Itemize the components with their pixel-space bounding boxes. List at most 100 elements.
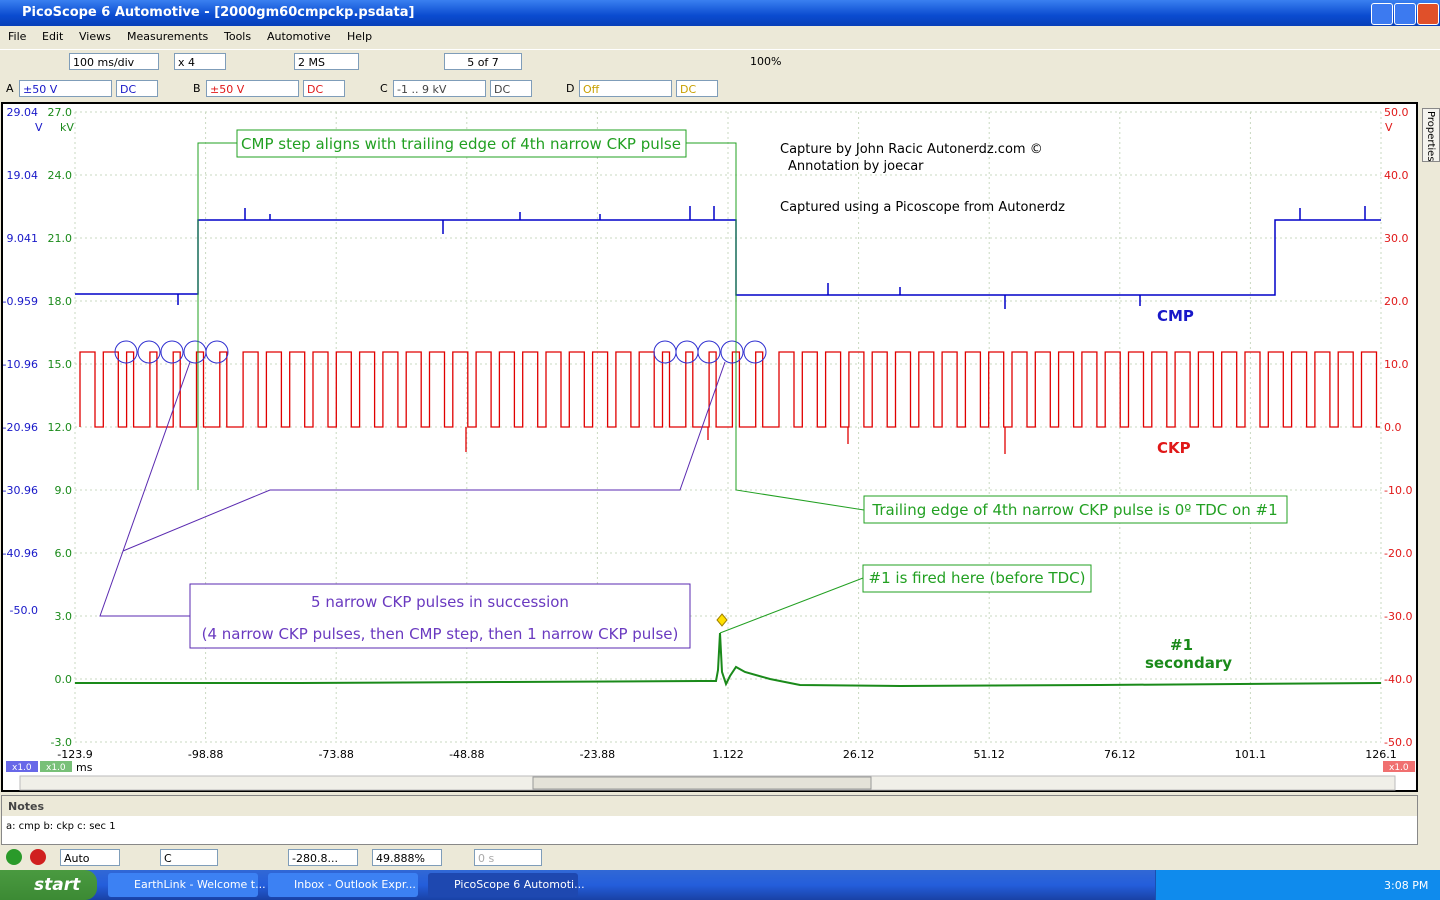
channel-bar: A ±50 V DC B ±50 V DC C -1 .. 9 kV DC D Off DC <box>0 77 1440 101</box>
right-tick-label: -50.0 <box>1384 736 1412 749</box>
b-tick-label: 21.0 <box>48 232 73 245</box>
delay[interactable]: 0 s <box>474 849 542 866</box>
start-button[interactable]: start <box>0 870 97 900</box>
trigger-mode[interactable]: Auto <box>60 849 120 866</box>
scope-frame <box>1 102 1418 792</box>
ckp-trace <box>79 351 1380 454</box>
right-tick-label: 30.0 <box>1384 232 1409 245</box>
task-button[interactable]: Inbox - Outlook Expr... <box>268 873 418 897</box>
channel-coupling[interactable]: DC <box>490 80 532 97</box>
scale: x1.0 <box>1389 763 1409 773</box>
zoom[interactable]: x 4 <box>174 53 226 70</box>
secondary-trace <box>75 632 1382 688</box>
right-tick-label: 40.0 <box>1384 169 1409 182</box>
channel-range[interactable]: -1 .. 9 kV <box>393 80 486 97</box>
trigger-level[interactable]: -280.8... <box>288 849 358 866</box>
buffer[interactable]: 5 of 7 <box>444 53 522 70</box>
b-tick-label: 18.0 <box>48 295 73 308</box>
bottom-toolbar: Auto C -280.8... 49.888% 0 s <box>0 846 1440 870</box>
channel-range[interactable]: ±50 V <box>19 80 112 97</box>
credit: Annotation by joecar <box>788 159 924 174</box>
notes-text[interactable]: a: cmp b: ckp c: sec 1 <box>6 821 116 832</box>
toolbar: 100 ms/div x 4 2 MS 5 of 7 100% <box>0 49 1440 76</box>
right-tick-label: -30.0 <box>1384 610 1412 623</box>
tray <box>1155 870 1440 900</box>
trace-label: #1 <box>1170 636 1193 654</box>
zoom-percent[interactable]: 100% <box>750 55 782 68</box>
samples[interactable]: 2 MS <box>294 53 359 70</box>
b-tick-label: 24.0 <box>48 169 73 182</box>
annotation: (4 narrow CKP pulses, then CMP step, the… <box>202 625 679 643</box>
annotation: #1 is fired here (before TDC) <box>869 569 1086 587</box>
minimize[interactable] <box>1371 3 1393 25</box>
channel-coupling[interactable]: DC <box>303 80 345 97</box>
x-tick-label: 1.122 <box>712 748 744 761</box>
credit: Captured using a Picoscope from Autonerd… <box>780 200 1065 215</box>
menu-item[interactable]: Edit <box>42 30 64 43</box>
b-tick-label: 27.0 <box>48 106 73 119</box>
pre-trigger[interactable]: 49.888% <box>372 849 442 866</box>
close[interactable] <box>1417 3 1439 25</box>
b-tick-label: 0.0 <box>55 673 73 686</box>
x-tick-label: -98.88 <box>188 748 223 761</box>
maximize[interactable] <box>1394 3 1416 25</box>
x-tick-label: -23.88 <box>580 748 615 761</box>
a-tick-label: 9.041 <box>7 232 39 245</box>
annotation: Trailing edge of 4th narrow CKP pulse is… <box>871 501 1277 519</box>
x-tick-label: -123.9 <box>57 748 92 761</box>
x-tick-label: 76.12 <box>1104 748 1136 761</box>
channel-letter: C <box>380 82 388 95</box>
stop[interactable] <box>30 849 46 865</box>
run[interactable] <box>6 849 22 865</box>
annotation: CMP step aligns with trailing edge of 4t… <box>241 135 681 153</box>
task-button[interactable]: EarthLink - Welcome t... <box>108 873 266 897</box>
menu-item[interactable]: Tools <box>224 30 252 43</box>
right-tick-label: 0.0 <box>1384 421 1402 434</box>
axis-unit: V <box>1385 121 1393 134</box>
b-tick-label: 3.0 <box>55 610 73 623</box>
properties-label: Properties <box>1425 111 1436 162</box>
right-tick-label: 10.0 <box>1384 358 1409 371</box>
scope-plot: CMP step aligns with trailing edge of 4t… <box>3 106 1415 791</box>
task-button[interactable]: PicoScope 6 Automoti... <box>428 873 585 897</box>
menu-item[interactable]: Measurements <box>127 30 209 43</box>
notes-panel: Notes a: cmp b: ckp c: sec 1 <box>1 795 1418 845</box>
axis-unit: ms <box>76 761 93 774</box>
channel-coupling[interactable]: DC <box>676 80 718 97</box>
x-tick-label: -73.88 <box>318 748 353 761</box>
trigger-channel[interactable]: C <box>160 849 218 866</box>
right-tick-label: -20.0 <box>1384 547 1412 560</box>
x-tick-label: 51.12 <box>973 748 1005 761</box>
b-tick-label: 6.0 <box>55 547 73 560</box>
annotation: 5 narrow CKP pulses in succession <box>311 593 569 611</box>
a-tick-label: -30.96 <box>3 484 38 497</box>
channel-letter: B <box>193 82 201 95</box>
b-tick-label: 15.0 <box>48 358 73 371</box>
b-tick-label: -3.0 <box>51 736 72 749</box>
channel-coupling[interactable]: DC <box>116 80 158 97</box>
x-tick-label: 101.1 <box>1235 748 1267 761</box>
channel-range[interactable]: ±50 V <box>206 80 299 97</box>
menu-item[interactable]: File <box>8 30 27 43</box>
x-tick-label: -48.88 <box>449 748 484 761</box>
x-tick-label: 126.1 <box>1365 748 1397 761</box>
a-tick-label: 29.04 <box>7 106 39 119</box>
scale: x1.0 <box>46 763 66 773</box>
notes-title: Notes <box>8 800 45 813</box>
menu-item[interactable]: Views <box>79 30 111 43</box>
menu-item[interactable]: Automotive <box>267 30 331 43</box>
a-tick-label: -0.959 <box>3 295 38 308</box>
start-label: start <box>34 875 81 895</box>
properties-tab[interactable]: Properties <box>1422 108 1440 162</box>
taskbar: start EarthLink - Welcome t... Inbox - Ou… <box>0 870 1440 900</box>
channel-range[interactable]: Off <box>579 80 672 97</box>
menu-bar: File Edit Views Measurements Tools Automotive… <box>0 26 1440 48</box>
right-tick-label: -10.0 <box>1384 484 1412 497</box>
credit: Capture by John Racic Autonerdz.com © <box>780 142 1043 157</box>
trace-label: CKP <box>1157 439 1191 457</box>
right-tick-label: 20.0 <box>1384 295 1409 308</box>
menu-item[interactable]: Help <box>347 30 373 43</box>
timebase[interactable]: 100 ms/div <box>69 53 159 70</box>
b-tick-label: 12.0 <box>48 421 73 434</box>
axis-unit: V <box>35 121 43 134</box>
